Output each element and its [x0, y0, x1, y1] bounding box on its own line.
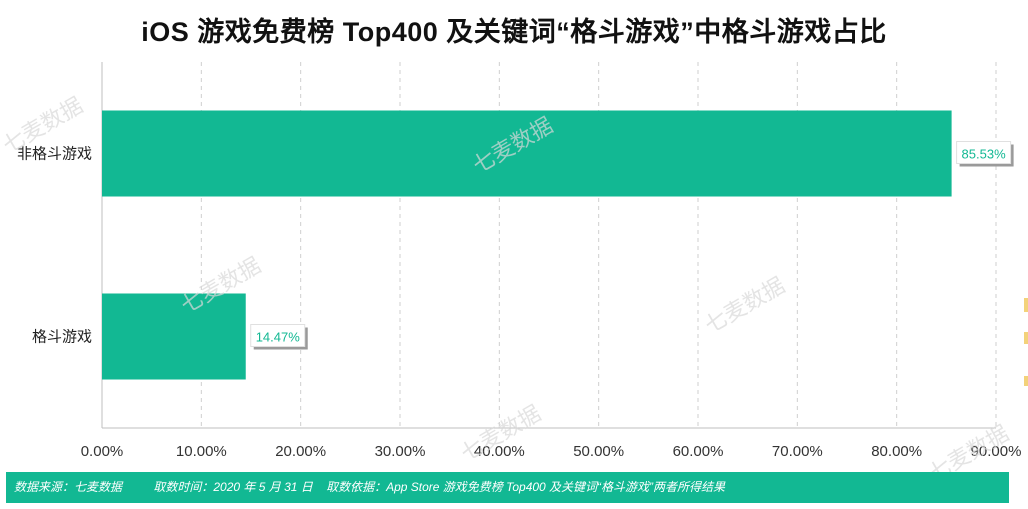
x-tick-label: 60.00% [673, 443, 724, 460]
x-tick-label: 50.00% [573, 443, 624, 460]
data-label: 85.53% [962, 147, 1007, 162]
x-tick-label: 30.00% [375, 443, 426, 460]
data-label: 14.47% [256, 330, 301, 345]
category-label: 非格斗游戏 [17, 146, 92, 163]
footer-source: 数据来源：七麦数据 [14, 480, 123, 494]
x-tick-label: 20.00% [275, 443, 326, 460]
chart-title: iOS 游戏免费榜 Top400 及关键词“格斗游戏”中格斗游戏占比 [141, 17, 887, 47]
edge-decoration [1024, 376, 1028, 386]
category-label: 格斗游戏 [32, 329, 92, 346]
x-tick-label: 0.00% [81, 443, 124, 460]
edge-decoration [1024, 298, 1028, 312]
footer-basis: 取数依据：App Store 游戏免费榜 Top400 及关键词“格斗游戏”两者… [326, 480, 726, 494]
data-label-box [956, 141, 1012, 164]
bar [102, 293, 246, 380]
footer-bar: 数据来源：七麦数据 取数时间：2020 年 5 月 31 日 取数依据：App … [6, 472, 1009, 503]
x-tick-label: 90.00% [971, 443, 1022, 460]
footer-time: 取数时间：2020 年 5 月 31 日 [153, 480, 313, 494]
x-tick-label: 80.00% [871, 443, 922, 460]
x-tick-label: 40.00% [474, 443, 525, 460]
data-label-box [250, 324, 306, 347]
bar [102, 110, 952, 197]
edge-decoration [1024, 332, 1028, 344]
x-tick-label: 70.00% [772, 443, 823, 460]
bar-chart: 0.00% 10.00% 20.00% 30.00% 40.00% 50.00% 60.00… [17, 62, 1022, 460]
x-tick-label: 10.00% [176, 443, 227, 460]
